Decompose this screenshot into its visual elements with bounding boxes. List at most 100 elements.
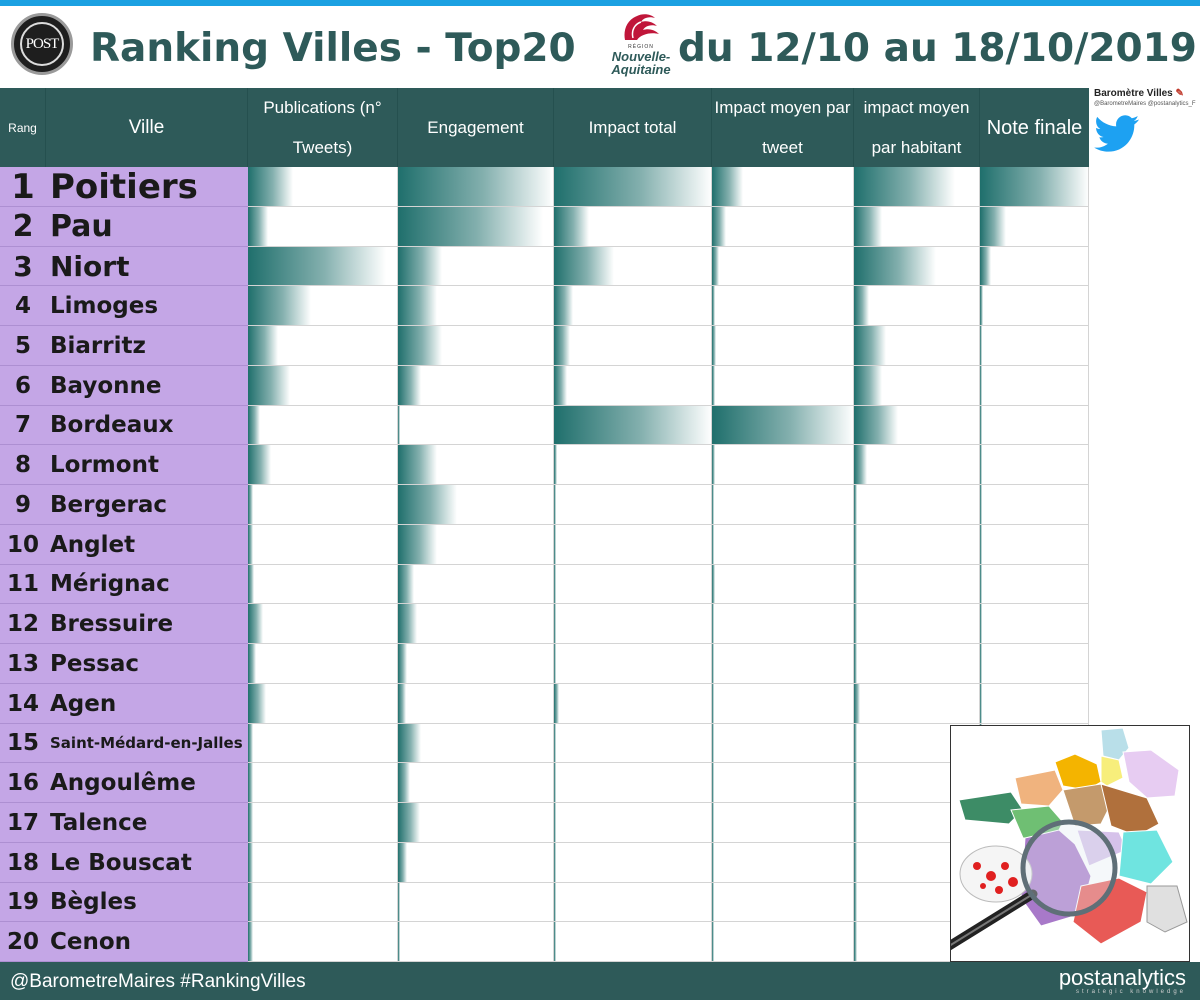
- metric-bar: [398, 644, 408, 683]
- metric-bar: [854, 366, 882, 405]
- city-name: Limoges: [50, 293, 159, 319]
- metric-bar: [248, 922, 253, 961]
- metric-cell: [980, 644, 1089, 684]
- metric-bar: [398, 922, 400, 961]
- metric-cell: [554, 843, 712, 883]
- post-logo: POST: [11, 13, 73, 75]
- metric-bar: [398, 326, 442, 365]
- row-label: 20 Cenon: [0, 922, 248, 962]
- metric-cell: [398, 763, 554, 803]
- metric-cell: [980, 167, 1089, 207]
- metric-bar: [248, 167, 293, 206]
- metric-cell: [712, 167, 854, 207]
- metric-bar: [398, 883, 400, 921]
- metric-bar: [854, 724, 857, 762]
- row-label: 7 Bordeaux: [0, 406, 248, 445]
- metric-bar: [554, 366, 567, 405]
- metric-bar: [248, 684, 266, 723]
- rank-number: 11: [6, 571, 39, 597]
- metric-cell: [554, 763, 712, 803]
- metric-cell: [398, 724, 554, 763]
- metric-cell: [980, 684, 1089, 724]
- metric-cell: [712, 445, 854, 485]
- row-label: 15 Saint-Médard-en-Jalles: [0, 724, 248, 763]
- col-header-engagement: Engagement: [398, 88, 554, 167]
- metric-cell: [398, 525, 554, 565]
- metric-cell: [854, 167, 980, 207]
- metric-bar: [854, 763, 857, 802]
- metric-bar: [980, 286, 984, 325]
- metric-bar: [712, 843, 714, 882]
- metric-cell: [248, 684, 398, 724]
- metric-bar: [854, 445, 867, 484]
- metric-cell: [854, 247, 980, 286]
- metric-bar: [980, 207, 1007, 246]
- row-label: 17 Talence: [0, 803, 248, 843]
- row-label: 3 Niort: [0, 247, 248, 286]
- metric-cell: [854, 684, 980, 724]
- metric-cell: [248, 604, 398, 644]
- metric-bar: [554, 922, 556, 961]
- col-header-publications: Publications (n° Tweets): [248, 88, 398, 167]
- metric-bar: [554, 565, 556, 603]
- rank-number: 3: [13, 250, 33, 283]
- metric-cell: [398, 207, 554, 247]
- metric-bar: [980, 406, 983, 444]
- metric-bar: [554, 485, 556, 524]
- metric-bar: [980, 445, 982, 484]
- rank-number: 18: [6, 850, 39, 876]
- metric-cell: [712, 406, 854, 445]
- metric-cell: [398, 883, 554, 922]
- metric-cell: [398, 922, 554, 962]
- row-label: 4 Limoges: [0, 286, 248, 326]
- metric-cell: [712, 525, 854, 565]
- metric-cell: [398, 406, 554, 445]
- metric-bar: [398, 485, 458, 524]
- metric-bar: [854, 406, 899, 444]
- page-title: Ranking Villes - Top20: [90, 26, 576, 71]
- metric-bar: [248, 644, 256, 683]
- metric-bar: [712, 724, 714, 762]
- rank-number: 13: [6, 651, 39, 677]
- metric-cell: [712, 883, 854, 922]
- metric-bar: [248, 803, 253, 842]
- city-name: Bressuire: [50, 611, 174, 637]
- rank-number: 5: [14, 333, 31, 359]
- metric-bar: [980, 604, 982, 643]
- metric-cell: [248, 167, 398, 207]
- metric-cell: [398, 247, 554, 286]
- metric-bar: [398, 803, 420, 842]
- col-header-rang: Rang: [0, 88, 46, 167]
- metric-bar: [854, 167, 955, 206]
- city-name: Angoulême: [50, 770, 196, 796]
- metric-bar: [554, 883, 556, 921]
- metric-cell: [712, 286, 854, 326]
- city-name: Anglet: [50, 532, 136, 558]
- city-name: Le Bouscat: [50, 850, 192, 876]
- metric-cell: [554, 565, 712, 604]
- row-label: 5 Biarritz: [0, 326, 248, 366]
- metric-bar: [248, 207, 268, 246]
- rank-number: 7: [14, 412, 31, 438]
- rank-number: 20: [6, 929, 39, 955]
- metric-bar: [248, 445, 271, 484]
- metric-cell: [854, 406, 980, 445]
- metric-cell: [854, 644, 980, 684]
- rank-number: 4: [14, 293, 31, 319]
- metric-bar: [248, 366, 290, 405]
- metric-bar: [980, 525, 982, 564]
- metric-cell: [980, 247, 1089, 286]
- metric-cell: [398, 485, 554, 525]
- metric-cell: [248, 406, 398, 445]
- row-label: 1 Poitiers: [0, 167, 248, 207]
- metric-cell: [248, 644, 398, 684]
- metric-cell: [854, 326, 980, 366]
- metric-cell: [712, 326, 854, 366]
- city-name: Saint-Médard-en-Jalles: [50, 734, 243, 752]
- city-name: Bayonne: [50, 373, 162, 399]
- metric-bar: [398, 763, 411, 802]
- metric-cell: [398, 445, 554, 485]
- metric-bar: [248, 883, 253, 921]
- metric-bar: [398, 207, 544, 246]
- rank-number: 16: [6, 770, 39, 796]
